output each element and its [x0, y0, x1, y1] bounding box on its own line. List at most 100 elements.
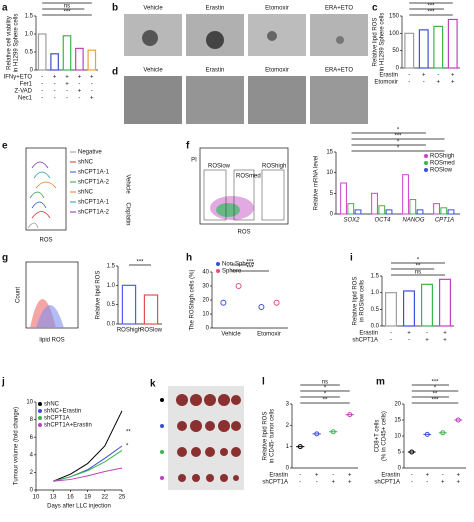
condition-sign: + [90, 96, 94, 102]
line [53, 410, 123, 482]
condition-sign: + [315, 473, 319, 479]
condition-sign: + [422, 73, 426, 79]
condition-name: shCPT1A [374, 480, 400, 486]
bar [418, 29, 429, 69]
y-axis-label: Relative lipid ROS [373, 18, 379, 67]
condition-sign: - [299, 473, 301, 479]
y-tick-label: 10 [202, 312, 209, 318]
bar [447, 18, 458, 69]
y-axis-label: Relative lipid ROS [353, 277, 359, 326]
legend-label: ROSlow [430, 168, 453, 174]
condition-sign: - [390, 338, 392, 344]
bar [340, 182, 347, 215]
condition-sign: + [65, 75, 69, 81]
panel-letter: l [262, 377, 265, 388]
y-tick-label: 0.5 [107, 302, 116, 308]
annotation: *** [63, 0, 71, 4]
x-tick-label: ROShigh [117, 328, 141, 334]
legend-swatch [216, 262, 220, 266]
y-axis-label: in ROSlow cells [360, 280, 366, 322]
condition-sign: - [41, 82, 43, 88]
x-tick-label: NANOG [402, 218, 424, 224]
condition-sign: - [423, 80, 425, 86]
y-axis-label: in H1299 Sphere cells [14, 14, 20, 73]
legend-label: shNC [78, 160, 94, 166]
y-tick-label: 0 [286, 466, 290, 472]
flow-histograms-e [25, 147, 67, 231]
y-axis-label: The ROShigh cells (%) [190, 269, 196, 330]
condition-name: Fer1 [20, 82, 33, 88]
annotation: * [397, 146, 400, 152]
legend-swatch [424, 154, 428, 158]
y-tick-label: 0.0 [107, 322, 116, 328]
bar [50, 53, 59, 71]
dot [347, 412, 353, 418]
bar [403, 290, 416, 327]
gate-label: ROShigh [262, 164, 286, 170]
condition-sign: - [408, 80, 410, 86]
x-tick-label: 10 [33, 495, 40, 501]
panel-letter: a [2, 3, 8, 14]
y-axis-label: Relative cell viability [7, 16, 13, 70]
y-tick-label: 1 [286, 444, 290, 450]
y-tick-label: 0 [206, 326, 210, 332]
panel-letter: c [372, 3, 378, 14]
condition-sign: + [90, 75, 94, 81]
y-tick-label: 0.5 [371, 307, 380, 313]
annotation: *** [431, 380, 439, 386]
condition-sign: + [443, 338, 447, 344]
condition-sign: - [426, 480, 428, 486]
y-tick-label: 2 [30, 470, 34, 476]
dot [330, 429, 336, 435]
x-tick-label: CPT1A [435, 218, 454, 224]
x-tick-label: OCT4 [374, 218, 391, 224]
annotation: *** [63, 10, 71, 16]
y-tick-label: 15 [394, 418, 401, 424]
y-tick-label: 0 [396, 66, 400, 72]
panel-letter: b [112, 3, 118, 14]
image-label: Etomoxir [265, 68, 289, 74]
annotation: * [397, 128, 400, 134]
x-tick-label: 16 [67, 495, 74, 501]
y-tick-label: 1.0 [371, 290, 380, 296]
condition-sign: - [78, 82, 80, 88]
condition-sign: - [442, 473, 444, 479]
dot [455, 417, 461, 423]
condition-name: Erastin [269, 473, 288, 479]
condition-sign: + [78, 75, 82, 81]
y-tick-label: 0 [398, 466, 402, 472]
bar [409, 199, 417, 215]
condition-sign: - [54, 89, 56, 95]
dot [424, 431, 430, 437]
image-label: Erastin [206, 68, 225, 74]
legend-label: ROSmed [430, 161, 455, 167]
condition-sign: - [411, 473, 413, 479]
annotation: * [324, 386, 327, 392]
condition-sign: - [408, 73, 410, 79]
y-axis-label: (% in CD45+ cells) [382, 411, 388, 461]
condition-name: shCPT1A [262, 480, 288, 486]
condition-name: Erastin [359, 331, 378, 337]
condition-name: Nec1 [18, 96, 33, 102]
condition-sign: - [426, 331, 428, 337]
x-tick-label: SOX2 [343, 218, 360, 224]
y-tick-label: 0.5 [25, 50, 34, 56]
axis-label: Count [16, 287, 22, 303]
condition-name: Erastin [381, 473, 400, 479]
line [53, 467, 123, 482]
y-axis-label: CD8+T cells [375, 420, 381, 453]
y-tick-label: 1.5 [371, 274, 380, 280]
axis-label: ROS [39, 238, 52, 244]
condition-sign: - [332, 473, 334, 479]
dot [220, 299, 227, 306]
dot [258, 304, 265, 310]
bar [421, 283, 434, 327]
annotation: * [417, 258, 420, 264]
bar [440, 207, 448, 215]
condition-sign: - [299, 480, 301, 486]
tumour-photo-k [160, 386, 244, 490]
annotation: *** [427, 10, 435, 16]
x-tick-label: ROSlow [140, 328, 163, 334]
condition-sign: - [54, 82, 56, 88]
